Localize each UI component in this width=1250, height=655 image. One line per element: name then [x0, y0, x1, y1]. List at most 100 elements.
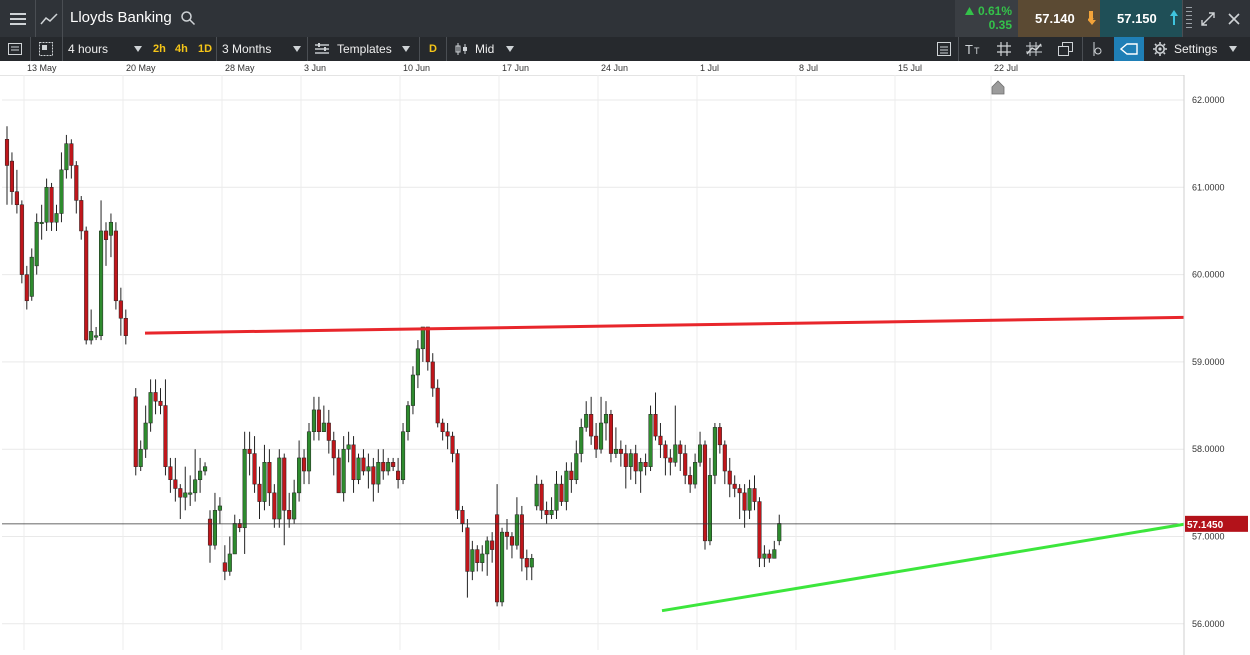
- resistance-trendline[interactable]: [144, 315, 1185, 335]
- candle-body: [227, 553, 232, 572]
- layout-icon[interactable]: [34, 37, 58, 61]
- candle-body: [480, 553, 485, 563]
- candle-body: [524, 558, 529, 568]
- candle-body: [559, 483, 564, 502]
- buy-button[interactable]: 57.150: [1100, 0, 1182, 37]
- candle-body: [618, 448, 623, 454]
- x-tick-label: 10 Jun: [403, 63, 431, 73]
- candle-body: [509, 536, 514, 546]
- candle-body: [633, 453, 638, 472]
- settings-button[interactable]: Settings: [1174, 37, 1217, 61]
- chevron-down-icon[interactable]: [503, 37, 517, 61]
- menu-icon[interactable]: [0, 0, 35, 37]
- candle-body: [282, 457, 287, 511]
- time-marker-icon[interactable]: [991, 80, 1005, 95]
- close-icon[interactable]: [1222, 0, 1246, 37]
- gear-icon[interactable]: [1149, 37, 1171, 61]
- candle-body: [232, 523, 237, 555]
- candlestick-chart[interactable]: 62.0000 61.0000 60.0000 59.0000 58.0000 57.00…: [0, 75, 1250, 655]
- y-tick-label: 58.0000: [1192, 444, 1225, 454]
- candle-body: [638, 462, 643, 472]
- candle-body: [445, 431, 450, 437]
- crosshair-grid-icon[interactable]: [1022, 37, 1046, 61]
- candle-body: [168, 466, 173, 481]
- price-change-panel: 0.61% 0.35: [955, 0, 1018, 37]
- d-button[interactable]: D: [429, 37, 437, 61]
- quick-interval-4h[interactable]: 4h: [175, 37, 188, 61]
- candle-body: [663, 444, 668, 459]
- sell-button[interactable]: 57.140: [1018, 0, 1100, 37]
- x-tick-label: 28 May: [225, 63, 255, 73]
- expand-icon[interactable]: [1197, 0, 1219, 37]
- candle-body: [217, 505, 222, 511]
- x-tick-label: 22 Jul: [994, 63, 1019, 73]
- candle-body: [539, 483, 544, 511]
- chevron-down-icon[interactable]: [290, 37, 304, 61]
- candle-body: [707, 475, 713, 542]
- line-chart-icon[interactable]: [36, 0, 62, 37]
- divider: [62, 37, 63, 61]
- candle-body: [698, 444, 703, 463]
- y-tick-label: 60.0000: [1192, 270, 1225, 280]
- candle-body: [39, 221, 44, 224]
- candle-body: [351, 444, 356, 481]
- templates-label: Templates: [337, 42, 392, 56]
- divider: [35, 0, 36, 37]
- candle-body: [34, 221, 39, 267]
- copy-icon[interactable]: [1054, 37, 1078, 61]
- quick-interval-2h[interactable]: 2h: [153, 37, 166, 61]
- list-icon[interactable]: [3, 37, 27, 61]
- candle-body: [549, 510, 554, 515]
- candle-body: [420, 326, 425, 350]
- x-tick-label: 3 Jun: [304, 63, 327, 73]
- axis-background: [1184, 75, 1250, 655]
- candle-body: [292, 492, 297, 520]
- candle-body: [762, 553, 767, 559]
- quick-interval-1d[interactable]: 1D: [198, 37, 212, 61]
- candle-body: [653, 414, 658, 437]
- indicators-icon[interactable]: [932, 37, 956, 61]
- svg-text:T: T: [965, 42, 973, 56]
- candle-body: [504, 531, 510, 537]
- price-tag-toggle-icon[interactable]: [1114, 37, 1144, 61]
- interval-dropdown[interactable]: 4 hours: [68, 37, 108, 61]
- templates-icon[interactable]: [312, 37, 332, 61]
- candle-body: [455, 453, 460, 511]
- chart-grid: [2, 75, 1184, 650]
- x-tick-label: 8 Jul: [799, 63, 819, 73]
- vertical-drag-handle-icon[interactable]: [1183, 0, 1195, 37]
- candle-body: [584, 414, 589, 428]
- templates-dropdown[interactable]: Templates: [337, 37, 392, 61]
- down-arrow-icon: [1088, 11, 1096, 25]
- candlestick-icon[interactable]: [451, 37, 473, 61]
- candle-body: [84, 230, 89, 341]
- svg-text:T: T: [974, 46, 980, 56]
- search-icon[interactable]: [178, 8, 198, 28]
- candle-body: [673, 444, 678, 463]
- price-type-dropdown[interactable]: Mid: [475, 37, 494, 61]
- chevron-down-icon[interactable]: [1226, 37, 1240, 61]
- x-tick-label: 13 May: [27, 63, 57, 73]
- chart-toolbar: 4 hours 2h 4h 1D 3 Months Templates D Mi…: [0, 37, 1250, 61]
- drawing-tool-icon[interactable]: [1086, 37, 1110, 61]
- candle-body: [430, 361, 435, 389]
- y-tick-label: 57.0000: [1192, 532, 1225, 542]
- candle-body: [173, 479, 178, 489]
- candle-body: [356, 457, 361, 481]
- chevron-down-icon[interactable]: [131, 37, 145, 61]
- candle-body: [14, 191, 19, 206]
- settings-label: Settings: [1174, 42, 1218, 56]
- chevron-down-icon[interactable]: [399, 37, 413, 61]
- grid-icon[interactable]: [992, 37, 1016, 61]
- candle-body: [514, 514, 519, 546]
- candle-body: [678, 444, 683, 454]
- candle-body: [118, 300, 123, 319]
- trendlines[interactable]: [144, 315, 1185, 613]
- quick-1d-label: 1D: [198, 43, 213, 55]
- x-tick-label: 15 Jul: [898, 63, 923, 73]
- candle-body: [262, 462, 267, 502]
- range-dropdown[interactable]: 3 Months: [222, 37, 271, 61]
- divider: [1182, 0, 1183, 37]
- support-trendline[interactable]: [661, 522, 1185, 613]
